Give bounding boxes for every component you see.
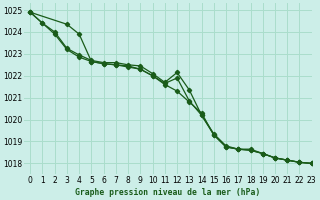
X-axis label: Graphe pression niveau de la mer (hPa): Graphe pression niveau de la mer (hPa)	[75, 188, 260, 197]
